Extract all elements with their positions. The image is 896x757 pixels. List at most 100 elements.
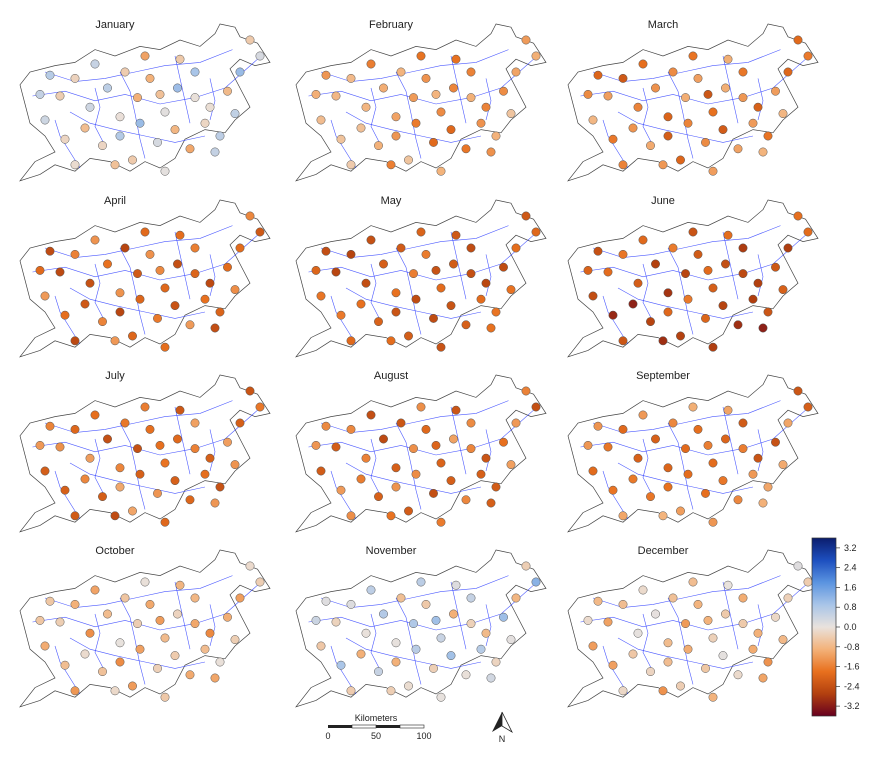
river-line [395, 597, 422, 685]
station-marker [331, 267, 341, 277]
station-marker [409, 619, 418, 629]
map-panel-july: July [19, 370, 271, 533]
station-marker [681, 444, 690, 454]
station-marker [663, 307, 673, 317]
station-marker [210, 323, 220, 333]
station-marker [721, 609, 730, 619]
station-marker [311, 440, 321, 450]
station-marker [738, 619, 748, 629]
station-marker [676, 506, 685, 516]
river-line [330, 295, 357, 345]
station-marker [668, 67, 678, 77]
station-marker [431, 615, 441, 625]
river-line [617, 111, 754, 143]
station-marker [588, 115, 598, 125]
station-marker [45, 246, 55, 256]
station-marker [753, 278, 763, 288]
station-marker [668, 593, 678, 603]
station-marker [356, 474, 366, 484]
station-marker [723, 54, 733, 64]
map-panel-september: September [567, 370, 819, 533]
station-marker [230, 285, 240, 295]
station-marker [723, 230, 733, 240]
station-marker [461, 670, 471, 680]
station-marker [628, 123, 638, 133]
station-marker [481, 628, 491, 638]
station-marker [110, 160, 120, 170]
station-marker [90, 59, 100, 69]
station-marker [646, 141, 655, 151]
colorbar-tick-label: 1.6 [844, 582, 857, 592]
river-line [54, 119, 81, 169]
station-marker [411, 118, 421, 128]
colorbar-tick-label: 3.2 [844, 543, 857, 553]
station-marker [429, 663, 438, 673]
river-line [370, 263, 382, 322]
river-line [69, 637, 206, 669]
station-marker [70, 249, 80, 259]
station-marker [396, 243, 406, 253]
station-marker [693, 73, 703, 83]
station-marker [436, 107, 446, 117]
station-marker [436, 633, 446, 643]
map-panel-february: February [295, 19, 547, 182]
station-marker [128, 681, 137, 691]
colorbar-tick-label: 2.4 [844, 563, 857, 573]
river-line [602, 645, 629, 695]
station-marker [90, 585, 100, 595]
station-marker [783, 243, 793, 253]
panel-title: April [104, 195, 126, 207]
river-line [32, 409, 258, 456]
station-marker [733, 144, 743, 154]
country-border [295, 199, 547, 358]
station-marker [466, 418, 476, 428]
station-marker [404, 506, 413, 516]
station-marker [346, 511, 356, 521]
station-marker [374, 317, 383, 327]
station-marker [446, 125, 456, 135]
station-marker [531, 227, 541, 237]
station-marker [466, 619, 476, 629]
station-marker [321, 70, 331, 80]
station-marker [170, 651, 180, 661]
station-marker [336, 660, 346, 670]
station-marker [160, 458, 170, 468]
station-marker [486, 323, 496, 333]
station-marker [210, 673, 220, 683]
river-line [642, 438, 654, 497]
river-line [94, 438, 106, 497]
station-marker [583, 440, 593, 450]
station-marker [663, 112, 673, 122]
station-marker [311, 265, 321, 275]
river-line [580, 58, 806, 105]
station-marker [608, 134, 618, 144]
station-marker [718, 301, 728, 311]
river-line [308, 584, 534, 631]
station-marker [331, 617, 341, 627]
station-marker [155, 615, 165, 625]
station-marker [803, 402, 813, 412]
station-marker [103, 609, 112, 619]
station-marker [683, 644, 693, 654]
scale-bar-title: Kilometers [355, 713, 398, 723]
station-marker [140, 51, 150, 61]
station-marker [356, 299, 366, 309]
panel-title: August [374, 370, 408, 382]
station-marker [361, 628, 371, 638]
river-line [209, 78, 216, 121]
station-marker [173, 83, 182, 93]
station-marker [461, 144, 471, 154]
station-marker [235, 243, 245, 253]
map-panel-may: May [295, 195, 547, 358]
station-marker [331, 91, 341, 101]
river-line [69, 287, 206, 319]
station-marker [466, 67, 476, 77]
station-marker [128, 155, 137, 165]
panel-title: July [105, 370, 125, 382]
station-marker [466, 593, 476, 603]
station-marker [593, 596, 603, 606]
station-marker [120, 243, 130, 253]
station-marker [733, 495, 743, 505]
river-line [667, 71, 694, 159]
station-marker [153, 663, 162, 673]
